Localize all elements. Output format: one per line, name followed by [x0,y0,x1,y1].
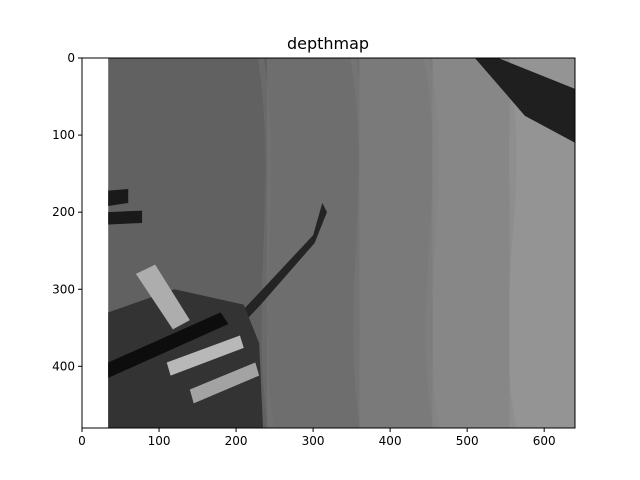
depth-feature [189,362,260,404]
depth-feature [108,210,143,225]
x-tick-label: 400 [379,434,402,448]
depth-contour [423,58,440,428]
x-tick-label: 0 [78,434,86,448]
depth-feature [166,335,244,376]
axes-frame [81,57,576,429]
depth-band [432,58,511,428]
depth-feature [474,58,575,143]
x-tick-label: 100 [148,434,171,448]
depth-feature [108,189,129,206]
depth-contour [257,58,274,428]
x-tick-label: 300 [302,434,325,448]
depth-feature [135,264,190,330]
depth-feature [108,312,229,378]
x-tick-label: 600 [533,434,556,448]
chart-title: depthmap [287,34,369,53]
plot-area [81,57,576,429]
depth-band [359,58,433,428]
depth-image [108,58,575,428]
depth-contour [500,58,517,428]
depth-contour [350,58,367,428]
x-tick-label: 200 [225,434,248,448]
y-axis: 0 100 200 300 400 [52,51,82,373]
x-tick-label: 500 [456,434,479,448]
y-tick-label: 200 [52,205,75,219]
x-axis: 0 100 200 300 400 500 600 [78,428,556,448]
y-tick-label: 300 [52,282,75,296]
y-tick-label: 400 [52,359,75,373]
y-tick-label: 100 [52,128,75,142]
y-tick-label: 0 [67,51,75,65]
